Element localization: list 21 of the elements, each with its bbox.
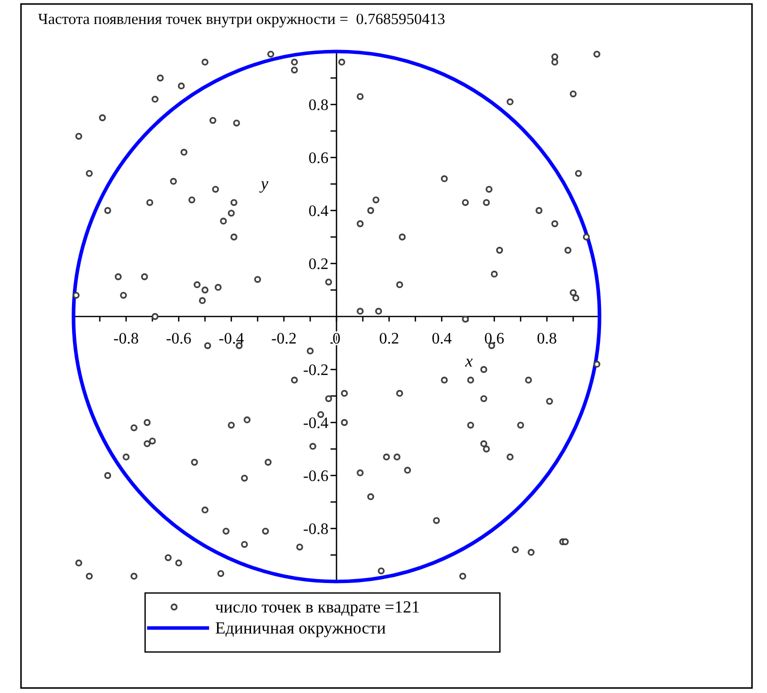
x-tick-label: 0.6 <box>484 330 504 348</box>
x-tick-label: 0.2 <box>379 330 400 348</box>
y-tick-label: -0.2 <box>303 362 328 379</box>
y-tick-label: 0.8 <box>308 97 328 114</box>
y-tick-label: -0.8 <box>303 521 328 538</box>
x-tick-label: -0.6 <box>166 330 192 348</box>
x-tick-label: 0.8 <box>536 330 557 348</box>
y-tick-label: 0.2 <box>308 256 328 273</box>
legend-label: Единичная окружности <box>215 618 386 638</box>
x-tick-label: -0.8 <box>113 330 139 348</box>
x-tick-label: 0.4 <box>432 330 452 348</box>
chart-title: Частота появления точек внутри окружности = 0.7685950413 <box>38 11 446 28</box>
y-tick-label: 0.4 <box>308 203 328 220</box>
y-axis-title: y <box>258 174 269 193</box>
y-tick-label: -0.4 <box>303 415 328 432</box>
x-axis-title: x <box>464 352 474 370</box>
y-tick-label: -0.6 <box>303 468 328 485</box>
y-tick-label: 0.6 <box>308 150 328 167</box>
x-tick-label: -0.4 <box>218 330 244 348</box>
x-tick-label: -0.2 <box>271 330 297 348</box>
legend-label: число точек в квадрате =121 <box>215 598 420 616</box>
